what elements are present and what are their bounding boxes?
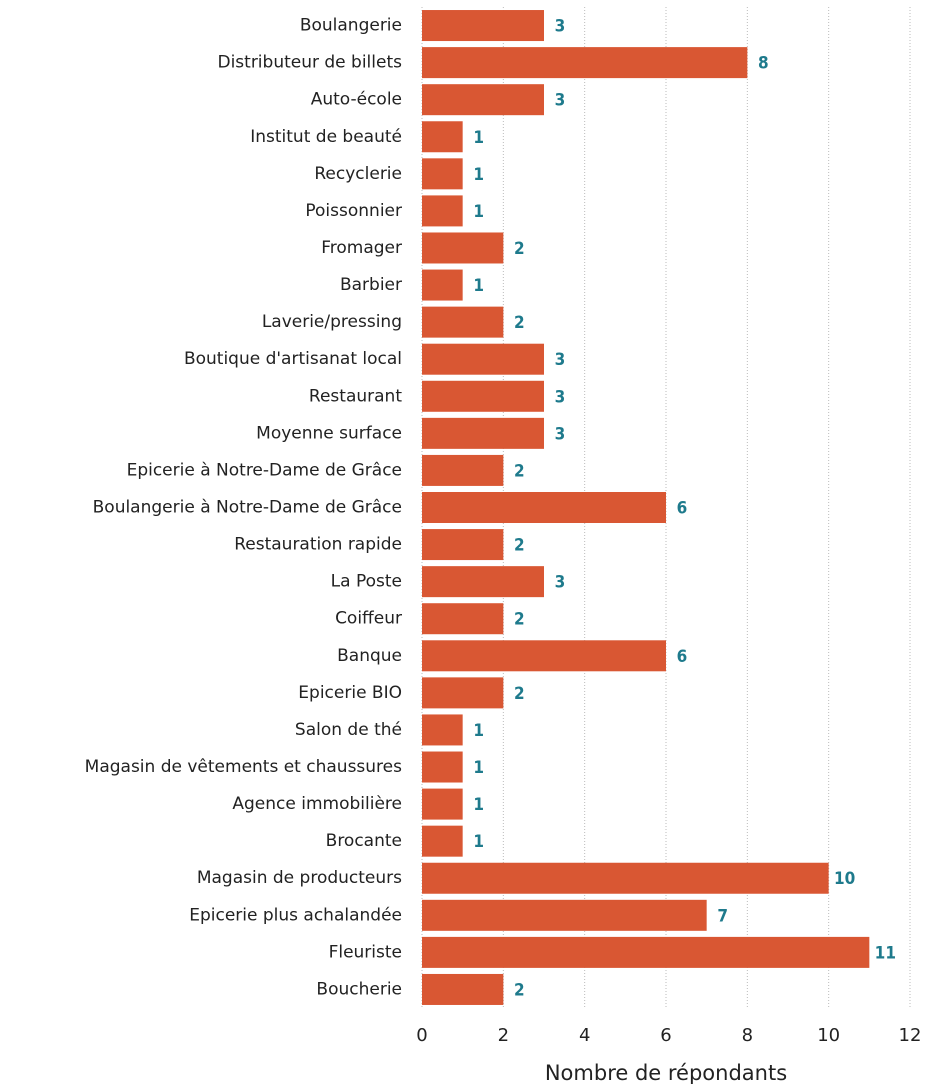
- x-tick-label: 12: [899, 1025, 922, 1046]
- bar: [422, 343, 544, 375]
- bar: [422, 454, 504, 486]
- bar: [422, 529, 504, 561]
- value-label: 6: [677, 647, 688, 667]
- x-tick-label: 2: [498, 1025, 509, 1046]
- x-tick-label: 10: [817, 1025, 840, 1046]
- y-tick-label: Epicerie plus achalandée: [189, 905, 402, 925]
- y-tick-label: Fromager: [321, 238, 402, 258]
- bar: [422, 714, 463, 746]
- y-tick-label: La Poste: [331, 572, 402, 592]
- y-tick-label: Moyenne surface: [256, 423, 402, 443]
- y-tick-label: Boulangerie: [300, 16, 402, 36]
- y-tick-label: Salon de thé: [295, 720, 402, 740]
- bar: [422, 47, 748, 79]
- value-label: 1: [473, 758, 484, 778]
- y-tick-label: Recyclerie: [314, 164, 402, 184]
- value-label: 6: [677, 499, 688, 519]
- x-axis-label: Nombre de répondants: [545, 1061, 787, 1084]
- value-label: 7: [717, 906, 728, 926]
- y-tick-label: Poissonnier: [305, 201, 402, 221]
- bar: [422, 677, 504, 709]
- value-label: 1: [473, 832, 484, 852]
- bar: [422, 492, 666, 523]
- bar: [422, 640, 666, 672]
- value-label: 3: [555, 573, 566, 593]
- x-tick-label: 6: [660, 1025, 671, 1046]
- bar: [422, 121, 463, 153]
- bar: [422, 306, 504, 338]
- y-tick-label: Distributeur de billets: [217, 53, 402, 73]
- value-label: 1: [473, 202, 484, 222]
- value-label: 3: [555, 91, 566, 111]
- value-label: 2: [514, 461, 525, 481]
- bar: [422, 417, 544, 449]
- y-tick-label: Boulangerie à Notre-Dame de Grâce: [93, 498, 402, 518]
- bar: [422, 84, 544, 116]
- bar: [422, 380, 544, 412]
- bar: [422, 603, 504, 635]
- value-label: 2: [514, 684, 525, 704]
- y-tick-label: Brocante: [326, 831, 402, 851]
- y-tick-label: Restauration rapide: [234, 535, 402, 555]
- y-tick-label: Institut de beauté: [250, 127, 402, 147]
- bar: [422, 232, 504, 264]
- y-tick-label: Boutique d'artisanat local: [184, 349, 402, 369]
- value-label: 1: [473, 165, 484, 185]
- value-label: 1: [473, 795, 484, 815]
- value-label: 3: [555, 387, 566, 407]
- y-tick-label: Fleuriste: [329, 942, 402, 962]
- y-tick-label: Coiffeur: [335, 609, 402, 629]
- bar: [422, 862, 829, 894]
- value-label: 8: [758, 54, 769, 74]
- y-tick-label: Barbier: [340, 275, 402, 295]
- value-label: 2: [514, 313, 525, 333]
- bar: [422, 158, 463, 190]
- bar: [422, 899, 707, 931]
- bar: [422, 10, 544, 42]
- y-tick-label: Magasin de producteurs: [197, 868, 402, 888]
- bar: [422, 751, 463, 783]
- bar: [422, 269, 463, 301]
- value-label: 3: [555, 424, 566, 444]
- bar: [422, 788, 463, 820]
- value-label: 3: [555, 350, 566, 370]
- y-tick-label: Epicerie à Notre-Dame de Grâce: [127, 460, 402, 480]
- x-tick-label: 0: [416, 1025, 427, 1046]
- value-label: 1: [473, 721, 484, 741]
- value-label: 10: [834, 869, 855, 889]
- bar: [422, 936, 870, 968]
- y-tick-label: Agence immobilière: [232, 794, 402, 814]
- value-label: 1: [473, 128, 484, 148]
- y-tick-label: Banque: [337, 646, 402, 666]
- x-tick-label: 4: [579, 1025, 590, 1046]
- y-tick-label: Auto-école: [311, 90, 402, 110]
- y-tick-label: Epicerie BIO: [298, 683, 402, 703]
- y-tick-label: Laverie/pressing: [262, 312, 402, 332]
- y-tick-label: Magasin de vêtements et chaussures: [85, 757, 402, 777]
- bar: [422, 973, 504, 1005]
- value-label: 2: [514, 536, 525, 556]
- value-label: 2: [514, 610, 525, 630]
- value-label: 3: [555, 17, 566, 37]
- bar: [422, 195, 463, 227]
- value-label: 1: [473, 276, 484, 296]
- value-label: 2: [514, 239, 525, 259]
- bar: [422, 825, 463, 857]
- bar: [422, 566, 544, 598]
- y-tick-label: Restaurant: [309, 386, 402, 406]
- y-tick-label: Boucherie: [316, 979, 402, 999]
- x-tick-label: 8: [742, 1025, 753, 1046]
- value-label: 2: [514, 980, 525, 1000]
- value-label: 11: [875, 943, 896, 963]
